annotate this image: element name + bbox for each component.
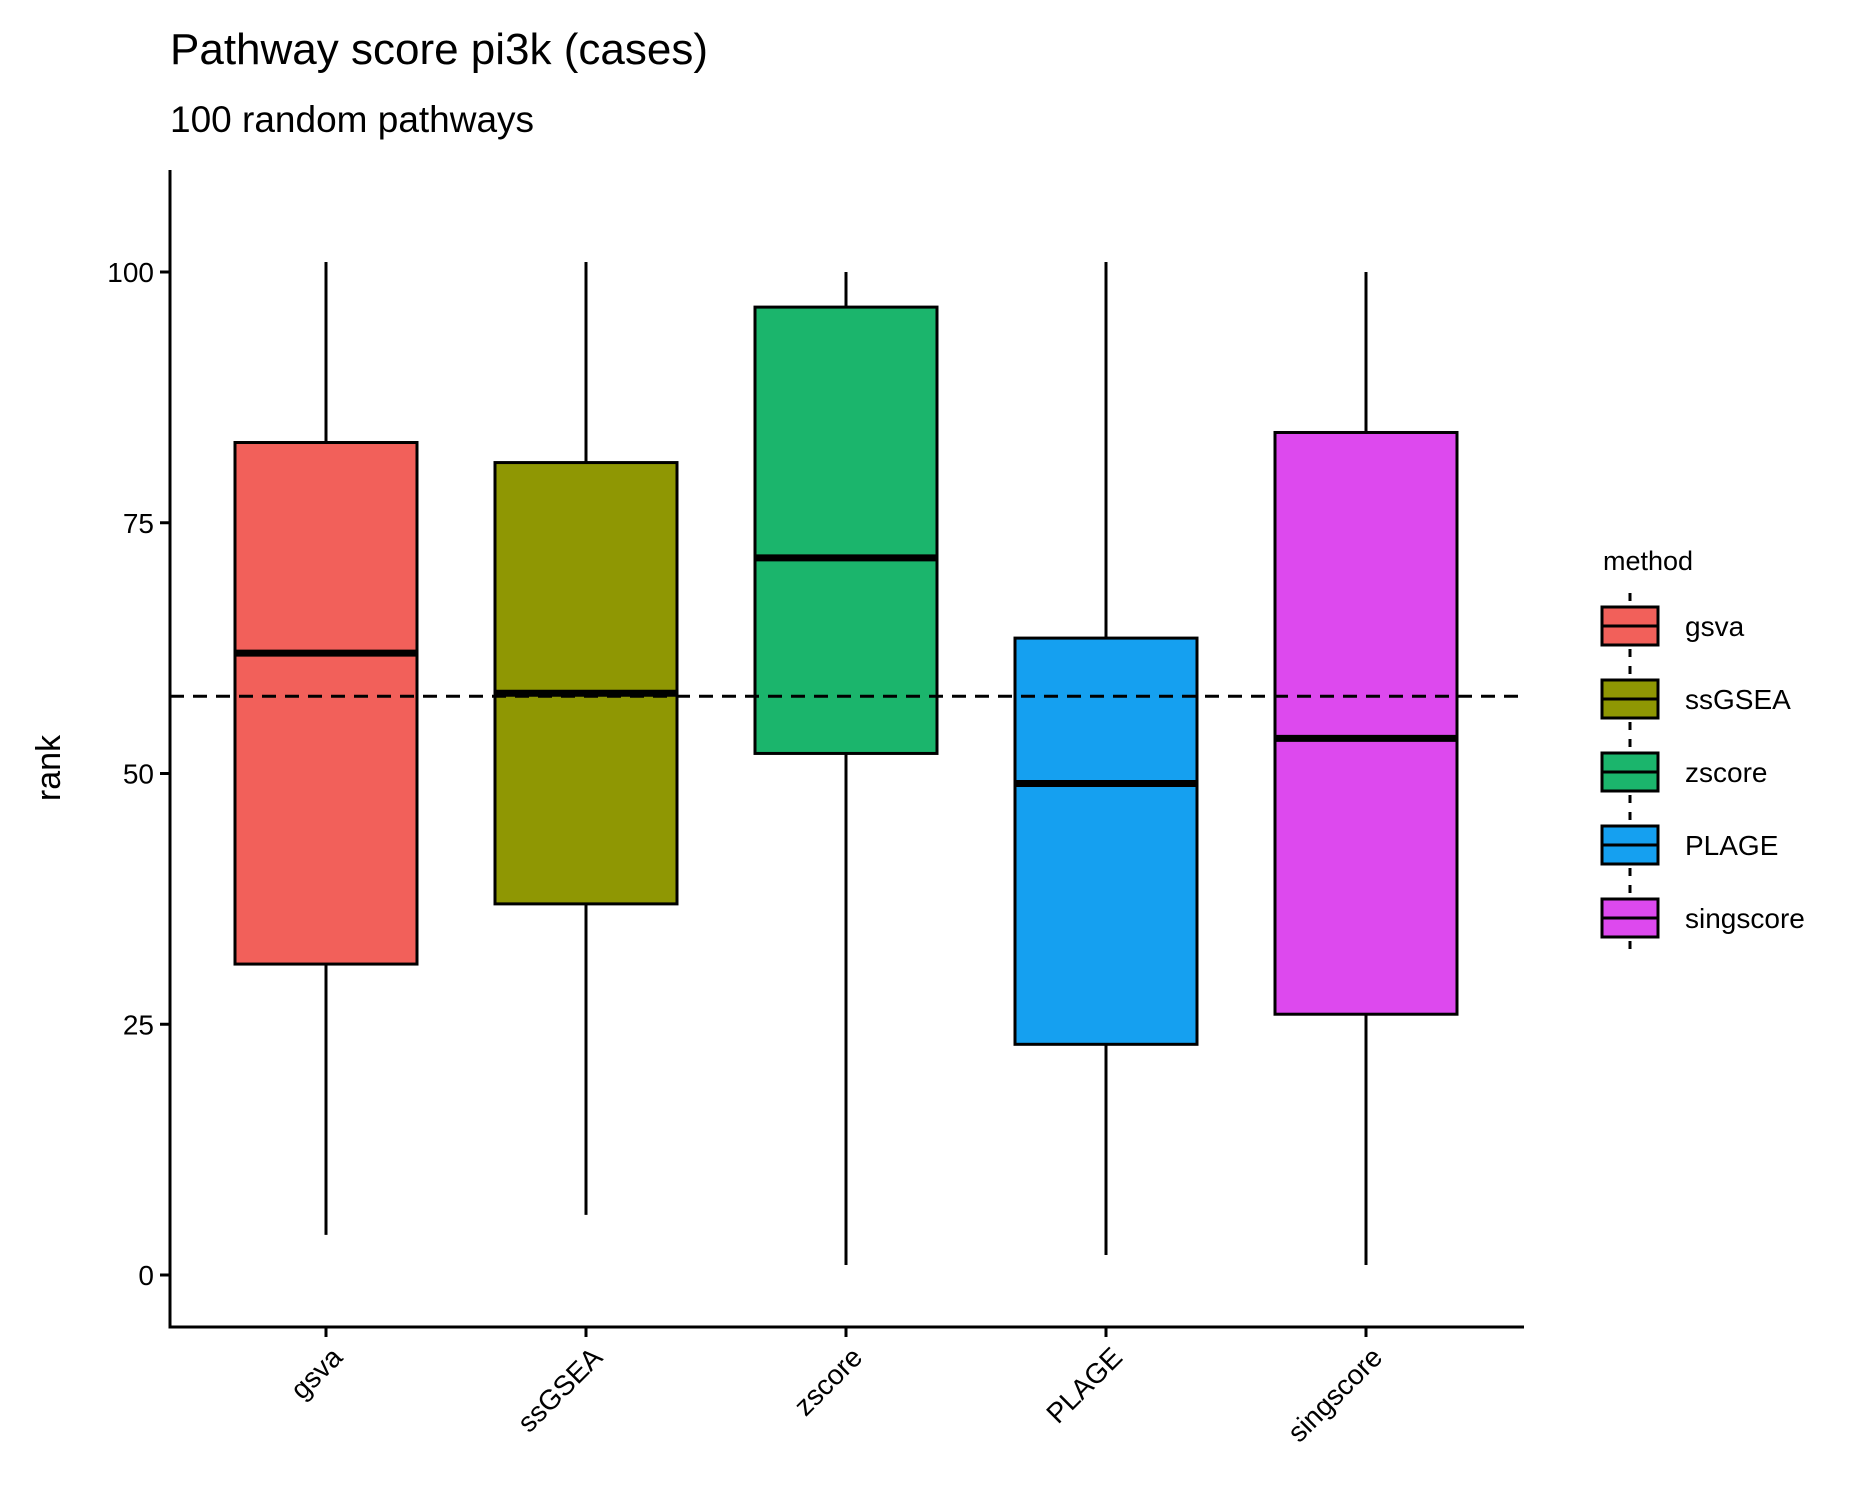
legend-label: zscore (1685, 757, 1767, 788)
box-singscore (1273, 430, 1459, 1016)
legend-title: method (1603, 546, 1693, 576)
box-zscore (753, 305, 939, 755)
plot-area: 0 25 50 75 100 gsva ssGSEA zscore PLAGE singscore (107, 170, 1524, 1448)
legend-label: PLAGE (1685, 830, 1778, 861)
y-tick-label: 0 (138, 1260, 154, 1291)
box-gsva (233, 441, 419, 966)
y-tick-label: 25 (123, 1009, 154, 1040)
y-tick-label: 75 (123, 508, 154, 539)
x-tick-label: ssGSEA (512, 1341, 609, 1438)
chart-title: Pathway score pi3k (cases) (170, 25, 708, 74)
x-tick-label: gsva (284, 1341, 348, 1405)
chart-subtitle: 100 random pathways (170, 99, 534, 140)
legend-label: gsva (1685, 611, 1745, 642)
y-tick-label: 50 (123, 759, 154, 790)
y-tick-label: 100 (107, 257, 154, 288)
box-ssGSEA (493, 461, 679, 906)
x-tick-label: PLAGE (1040, 1341, 1128, 1429)
x-tick-label: singscore (1282, 1341, 1389, 1448)
x-tick-label: zscore (788, 1341, 868, 1421)
box-PLAGE (1013, 636, 1199, 1046)
legend-label: singscore (1685, 903, 1805, 934)
legend-label: ssGSEA (1685, 684, 1791, 715)
legend: gsva ssGSEA zscore PLAGE singscore (1600, 593, 1805, 951)
y-axis-title: rank (30, 734, 68, 801)
